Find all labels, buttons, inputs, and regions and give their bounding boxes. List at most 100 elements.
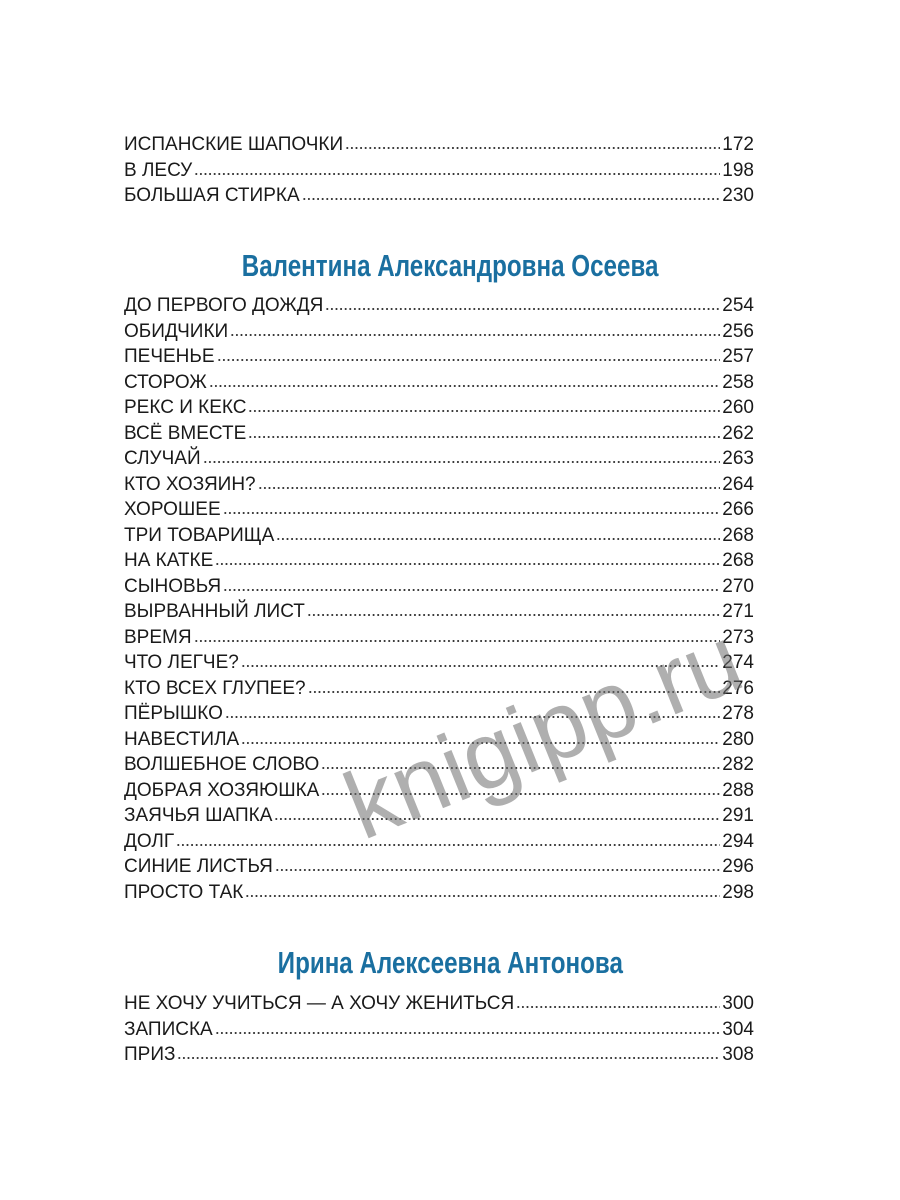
toc-entry: СЛУЧАЙ 263: [124, 446, 754, 472]
entry-page: 260: [722, 397, 754, 418]
entry-page: 264: [722, 473, 754, 495]
entry-page: 258: [722, 371, 754, 393]
entry-page: 263: [722, 448, 754, 469]
dot-leader: [241, 740, 721, 745]
toc-entry: ВОЛШЕБНОЕ СЛОВО 282: [124, 752, 754, 778]
entry-page: 294: [722, 830, 754, 852]
entry-title: НАВЕСТИЛА: [124, 728, 240, 750]
dot-leader: [223, 587, 721, 592]
entry-title: ЗАЯЧЬЯ ШАПКА: [124, 805, 273, 826]
dot-leader: [176, 842, 721, 847]
entry-title: СИНИЕ ЛИСТЬЯ: [124, 856, 273, 877]
entry-title: КТО ХОЗЯИН?: [124, 473, 256, 495]
toc-entry: ЗАПИСКА 304: [124, 1017, 754, 1043]
toc-entry: КТО ХОЗЯИН? 264: [124, 472, 754, 498]
entry-page: 282: [722, 754, 754, 775]
toc-entry: ВРЕМЯ 273: [124, 625, 754, 651]
toc-entry: ДОЛГ 294: [124, 829, 754, 855]
entry-title: ВЫРВАННЫЙ ЛИСТ: [124, 601, 305, 622]
entry-title: ВОЛШЕБНОЕ СЛОВО: [124, 754, 320, 775]
entry-page: 271: [722, 601, 754, 622]
entry-title: НА КАТКЕ: [124, 550, 214, 571]
toc-entry: СЫНОВЬЯ 270: [124, 574, 754, 600]
toc-entry: ДОБРАЯ ХОЗЯЮШКА 288: [124, 778, 754, 804]
toc-section-oseeva: ДО ПЕРВОГО ДОЖДЯ 254 ОБИДЧИКИ 256 ПЕЧЕНЬЕ 257…: [124, 293, 754, 905]
entry-page: 291: [722, 805, 754, 826]
toc-entry: СТОРОЖ 258: [124, 370, 754, 396]
toc-entry: ПЁРЫШКО 278: [124, 701, 754, 727]
dot-leader: [214, 1030, 721, 1035]
author-heading-oseeva: Валентина Александровна Осеева: [0, 248, 900, 284]
dot-leader: [248, 434, 721, 439]
toc-entry: ТРИ ТОВАРИЩА 268: [124, 523, 754, 549]
entry-title: СЛУЧАЙ: [124, 448, 201, 469]
author-name: Валентина Александровна Осеева: [241, 248, 659, 283]
entry-page: 268: [722, 550, 754, 571]
toc-entry: НАВЕСТИЛА 280: [124, 727, 754, 753]
entry-title: ТРИ ТОВАРИЩА: [124, 524, 275, 546]
toc-section-1: ИСПАНСКИЕ ШАПОЧКИ 172 В ЛЕСУ 198 БОЛЬШАЯ СТИ…: [124, 132, 754, 209]
dot-leader: [208, 383, 721, 388]
toc-entry: РЕКС И КЕКС 260: [124, 395, 754, 421]
entry-page: 276: [722, 677, 754, 699]
dot-leader: [245, 893, 721, 898]
dot-leader: [325, 307, 721, 311]
entry-title: ЗАПИСКА: [124, 1018, 213, 1040]
dot-leader: [240, 664, 721, 668]
entry-page: 274: [722, 652, 754, 673]
dot-leader: [345, 146, 721, 150]
dot-leader: [257, 485, 721, 490]
toc-entry: КТО ВСЕХ ГЛУПЕЕ? 276: [124, 676, 754, 702]
dot-leader: [216, 358, 721, 362]
entry-title: РЕКС И КЕКС: [124, 397, 247, 418]
toc-entry: ПЕЧЕНЬЕ 257: [124, 344, 754, 370]
entry-title: ПРИЗ: [124, 1044, 176, 1065]
entry-page: 256: [722, 320, 754, 342]
entry-title: ДО ПЕРВОГО ДОЖДЯ: [124, 295, 324, 316]
entry-page: 280: [722, 728, 754, 750]
entry-page: 296: [722, 856, 754, 877]
dot-leader: [321, 766, 721, 770]
entry-page: 288: [722, 779, 754, 801]
entry-title: ЧТО ЛЕГЧЕ?: [124, 652, 239, 673]
toc-entry: СИНИЕ ЛИСТЬЯ 296: [124, 854, 754, 880]
entry-page: 257: [722, 346, 754, 367]
entry-page: 198: [722, 159, 754, 181]
entry-title: СЫНОВЬЯ: [124, 575, 222, 597]
dot-leader: [274, 817, 721, 821]
toc-entry: ХОРОШЕЕ 266: [124, 497, 754, 523]
entry-title: ПЁРЫШКО: [124, 703, 223, 724]
entry-page: 304: [722, 1018, 754, 1040]
toc-entry: ПРИЗ 308: [124, 1042, 754, 1068]
entry-title: БОЛЬШАЯ СТИРКА: [124, 185, 300, 206]
entry-title: В ЛЕСУ: [124, 159, 193, 181]
entry-page: 270: [722, 575, 754, 597]
entry-title: КТО ВСЕХ ГЛУПЕЕ?: [124, 677, 306, 699]
entry-title: ВРЕМЯ: [124, 626, 192, 648]
dot-leader: [321, 791, 721, 796]
entry-title: ИСПАНСКИЕ ШАПОЧКИ: [124, 134, 344, 155]
author-name: Ирина Алексеевна Антонова: [277, 945, 623, 980]
entry-page: 172: [722, 134, 754, 155]
dot-leader: [306, 613, 721, 617]
entry-page: 273: [722, 626, 754, 648]
entry-page: 268: [722, 524, 754, 546]
toc-entry: ЗАЯЧЬЯ ШАПКА 291: [124, 803, 754, 829]
dot-leader: [301, 197, 721, 201]
entry-page: 298: [722, 881, 754, 903]
entry-page: 278: [722, 703, 754, 724]
entry-title: ДОЛГ: [124, 830, 175, 852]
entry-page: 254: [722, 295, 754, 316]
dot-leader: [274, 868, 721, 872]
dot-leader: [224, 715, 721, 719]
toc-entry: ПРОСТО ТАК 298: [124, 880, 754, 906]
entry-title: ДОБРАЯ ХОЗЯЮШКА: [124, 779, 320, 801]
entry-page: 300: [722, 993, 754, 1014]
toc-entry: ОБИДЧИКИ 256: [124, 319, 754, 345]
dot-leader: [193, 638, 721, 643]
toc-entry: НА КАТКЕ 268: [124, 548, 754, 574]
toc-entry: ВСЁ ВМЕСТЕ 262: [124, 421, 754, 447]
entry-title: ВСЁ ВМЕСТЕ: [124, 422, 247, 444]
dot-leader: [516, 1005, 721, 1009]
dot-leader: [230, 332, 721, 337]
